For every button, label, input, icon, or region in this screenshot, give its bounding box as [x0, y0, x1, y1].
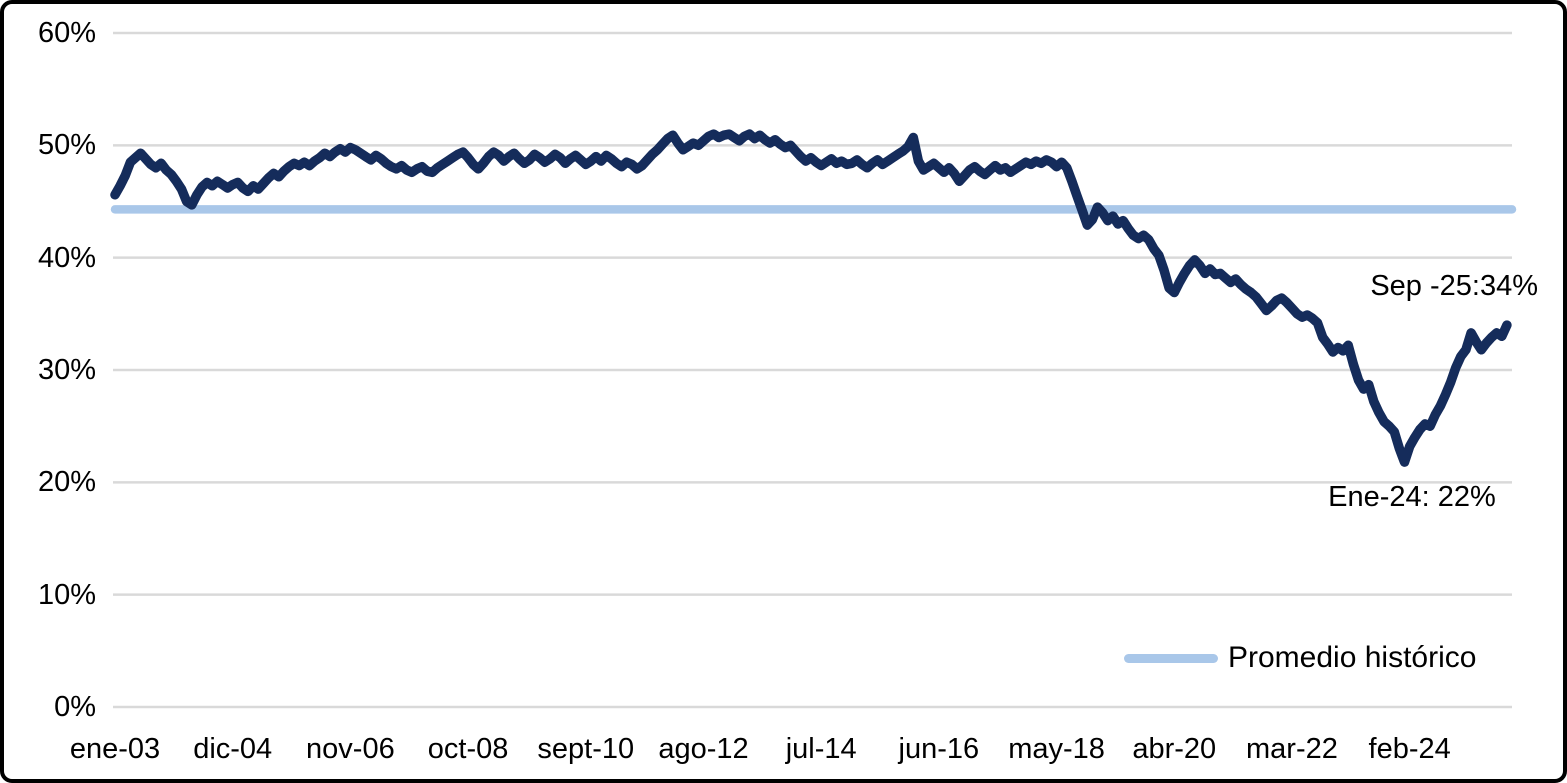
x-tick-label-jul-14: jul-14	[785, 733, 857, 765]
legend-swatch-promedio	[1124, 653, 1218, 663]
x-tick-label-feb-24: feb-24	[1368, 733, 1451, 765]
x-tick-label-jun-16: jun-16	[898, 733, 980, 765]
y-tick-label-60: 60%	[37, 17, 96, 49]
y-tick-label-10: 10%	[37, 578, 96, 611]
gridlines	[113, 31, 1512, 709]
x-tick-label-nov-06: nov-06	[306, 733, 395, 765]
legend: Promedio histórico	[1124, 638, 1476, 678]
y-tick-label-50: 50%	[37, 129, 96, 162]
annotation-ene-24: Ene-24: 22%	[1328, 481, 1496, 513]
y-tick-label-40: 40%	[37, 241, 96, 274]
y-tick-label-20: 20%	[37, 466, 96, 499]
series-polyline	[110, 129, 1512, 467]
x-tick-label-may-18: may-18	[1008, 733, 1105, 765]
x-tick-label-oct-08: oct-08	[427, 733, 509, 765]
annotation-sep-25: Sep -25:34%	[1370, 270, 1538, 302]
x-tick-label-mar-22: mar-22	[1246, 733, 1338, 765]
x-tick-label-ago-12: ago-12	[658, 733, 749, 765]
y-tick-label-0: 0%	[54, 691, 96, 723]
y-tick-label-30: 30%	[37, 354, 96, 386]
x-tick-label-dic-04: dic-04	[193, 733, 273, 765]
legend-label-promedio: Promedio histórico	[1228, 641, 1477, 674]
x-tick-label-ene-03: ene-03	[69, 733, 161, 765]
x-tick-label-abr-20: abr-20	[1132, 733, 1217, 765]
x-tick-label-sept-10: sept-10	[537, 733, 635, 765]
data-series-line	[110, 129, 1512, 467]
